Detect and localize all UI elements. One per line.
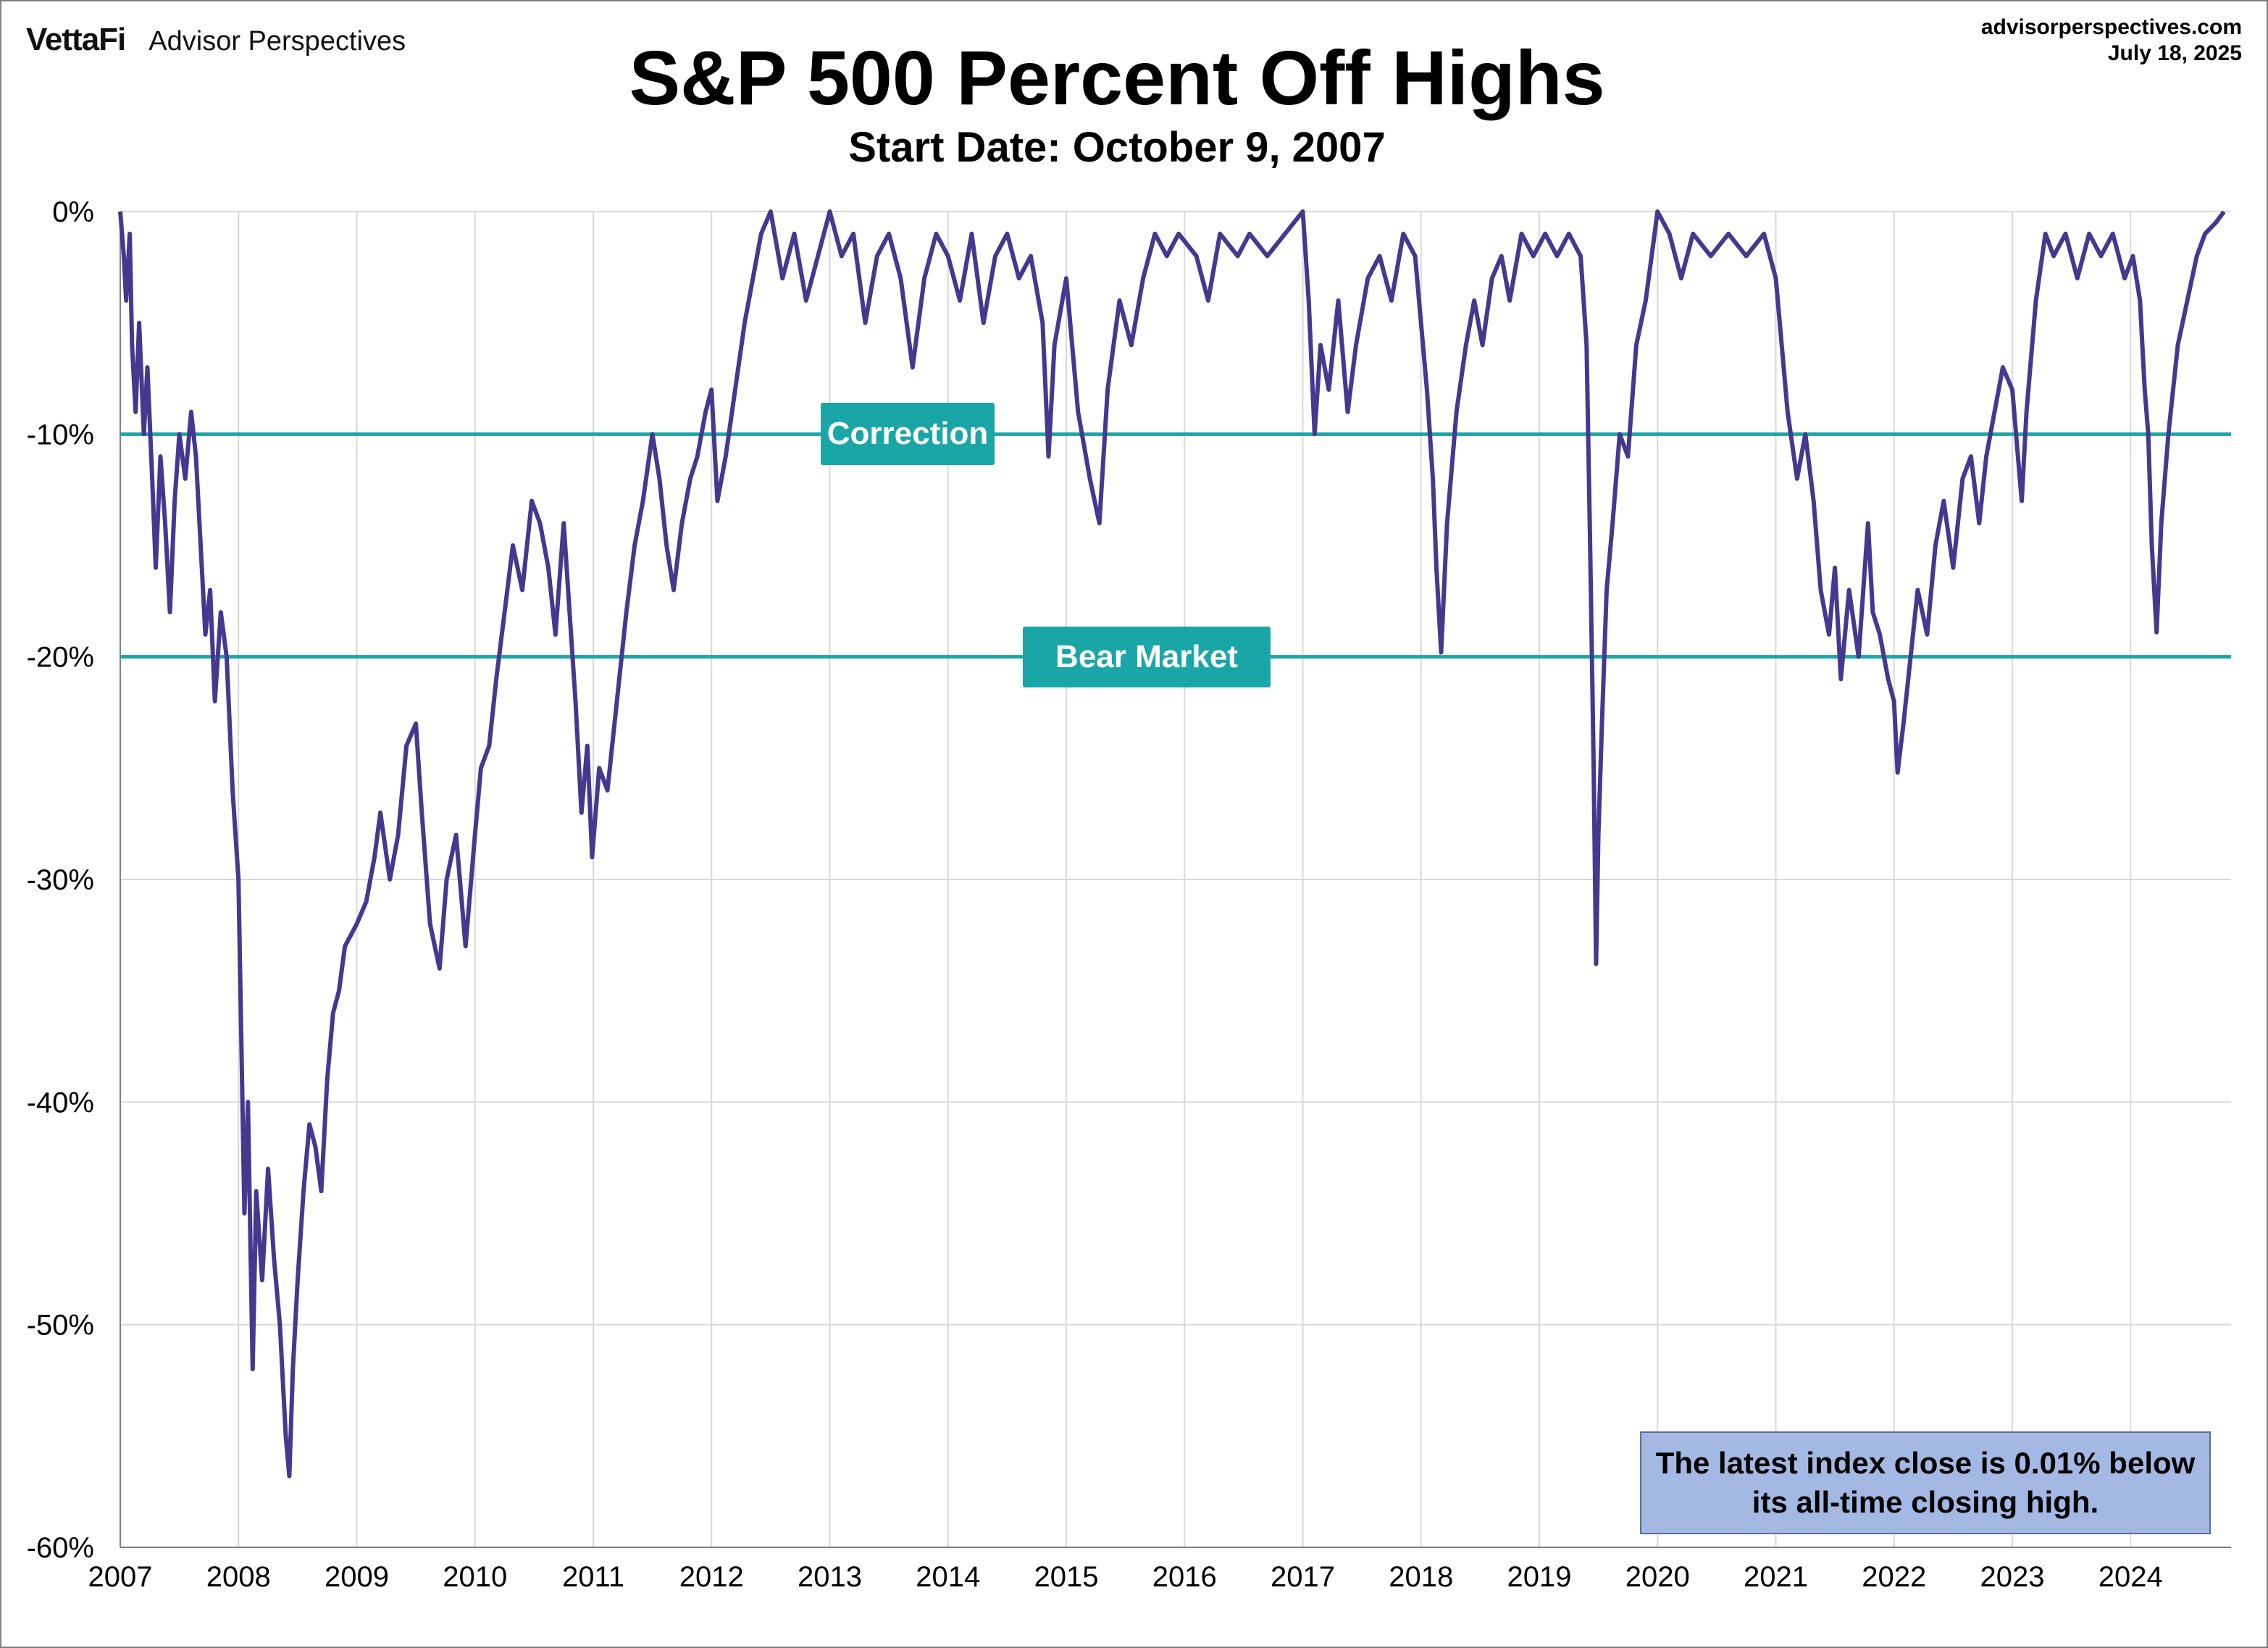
y-tick-label: -30%	[27, 864, 94, 896]
brand-logo: VettaFi Advisor Perspectives	[26, 22, 406, 58]
y-tick-label: -40%	[27, 1087, 94, 1118]
publish-date: July 18, 2025	[2107, 41, 2242, 65]
brand-name: VettaFi	[26, 22, 126, 57]
y-tick-label: -10%	[27, 419, 94, 451]
x-tick-label: 2022	[1862, 1561, 1926, 1593]
x-tick-label: 2012	[679, 1561, 744, 1593]
x-tick-label: 2007	[88, 1561, 153, 1593]
x-tick-label: 2018	[1389, 1561, 1453, 1593]
x-tick-label: 2016	[1152, 1561, 1217, 1593]
x-tick-label: 2024	[2098, 1561, 2163, 1593]
site-url: advisorperspectives.com	[1980, 15, 2242, 39]
x-tick-label: 2013	[798, 1561, 862, 1593]
y-tick-label: -50%	[27, 1310, 94, 1342]
site-info: advisorperspectives.com July 18, 2025	[1981, 14, 2242, 67]
x-tick-label: 2020	[1625, 1561, 1690, 1593]
x-tick-label: 2023	[1980, 1561, 2044, 1593]
x-tick-label: 2008	[206, 1561, 271, 1593]
x-tick-label: 2021	[1744, 1561, 1808, 1593]
y-tick-label: 0%	[52, 196, 94, 228]
x-tick-label: 2011	[562, 1561, 624, 1593]
chart-subtitle: Start Date: October 9, 2007	[848, 124, 1386, 171]
x-tick-label: 2014	[916, 1561, 980, 1593]
y-tick-label: -60%	[27, 1532, 94, 1564]
brand-subtitle: Advisor Perspectives	[148, 26, 406, 57]
x-tick-label: 2009	[325, 1561, 389, 1593]
x-tick-label: 2015	[1034, 1561, 1099, 1593]
x-tick-label: 2017	[1271, 1561, 1335, 1593]
correction-label: Correction	[821, 403, 995, 466]
x-tick-label: 2019	[1507, 1561, 1571, 1593]
latest-close-note: The latest index close is 0.01% below it…	[1640, 1431, 2211, 1534]
x-tick-label: 2010	[443, 1561, 507, 1593]
y-tick-label: -20%	[27, 642, 94, 674]
bear-market-label: Bear Market	[1023, 626, 1271, 687]
drawdown-line	[118, 209, 2226, 1478]
chart-title: S&P 500 Percent Off Highs	[629, 35, 1605, 121]
